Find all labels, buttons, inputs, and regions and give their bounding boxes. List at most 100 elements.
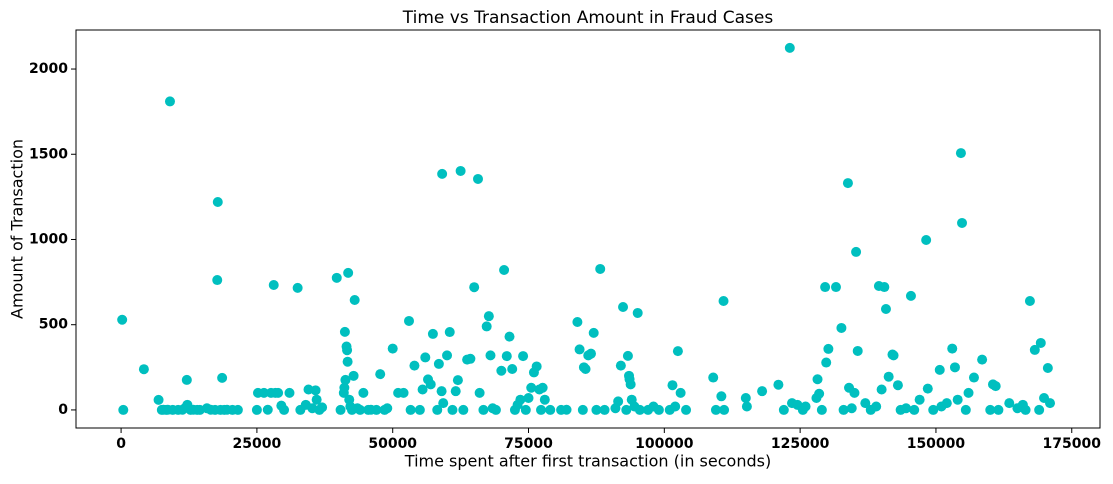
point — [1042, 363, 1053, 374]
plot-frame — [75, 29, 1101, 429]
point — [447, 404, 458, 415]
point — [474, 387, 485, 398]
point — [458, 404, 469, 415]
point — [404, 315, 415, 326]
point — [634, 404, 645, 415]
point — [342, 356, 353, 367]
point — [507, 364, 518, 375]
point — [842, 178, 853, 189]
point — [371, 404, 382, 415]
x-tick-label: 25000 — [233, 436, 282, 452]
point — [905, 290, 916, 301]
point — [450, 386, 461, 397]
point — [232, 404, 243, 415]
point — [531, 361, 542, 372]
point — [342, 345, 353, 356]
point — [496, 365, 507, 376]
point — [909, 404, 920, 415]
point — [653, 404, 664, 415]
x-tick-label: 50000 — [368, 436, 417, 452]
point — [836, 322, 847, 333]
point — [398, 387, 409, 398]
point — [681, 404, 692, 415]
x-tick-label: 75000 — [504, 436, 553, 452]
point — [472, 173, 483, 184]
point — [164, 96, 175, 107]
point — [577, 404, 588, 415]
point — [719, 404, 730, 415]
point — [536, 404, 547, 415]
point — [901, 403, 912, 414]
point — [436, 386, 447, 397]
point — [1035, 337, 1046, 348]
y-tick-label: 1500 — [29, 146, 68, 162]
point — [757, 386, 768, 397]
point — [823, 343, 834, 354]
point — [914, 394, 925, 405]
point — [740, 393, 751, 404]
point — [618, 301, 629, 312]
point — [339, 326, 350, 337]
point — [539, 394, 550, 405]
point — [615, 360, 626, 371]
point — [591, 404, 602, 415]
point — [481, 321, 492, 332]
point — [212, 196, 223, 207]
point — [478, 404, 489, 415]
point — [963, 387, 974, 398]
point — [849, 387, 860, 398]
point — [251, 404, 262, 415]
point — [613, 396, 624, 407]
point — [432, 404, 443, 415]
x-tick-label: 100000 — [635, 436, 694, 452]
point — [317, 402, 328, 413]
point — [1029, 344, 1040, 355]
point — [262, 404, 273, 415]
point — [784, 42, 795, 53]
point — [273, 387, 284, 398]
point — [871, 401, 882, 412]
point — [339, 382, 350, 393]
point — [1020, 404, 1031, 415]
point — [433, 358, 444, 369]
point — [876, 384, 887, 395]
point — [879, 282, 890, 293]
x-tick-label: 175000 — [1043, 436, 1102, 452]
point — [1045, 398, 1056, 409]
chart-title: Time vs Transaction Amount in Fraud Case… — [402, 8, 774, 28]
point — [955, 148, 966, 159]
point — [675, 387, 686, 398]
point — [452, 375, 463, 386]
point — [852, 345, 863, 356]
point — [585, 348, 596, 359]
point — [138, 364, 149, 375]
point — [672, 346, 683, 357]
point — [667, 380, 678, 391]
point — [561, 404, 572, 415]
point — [523, 393, 534, 404]
point — [621, 404, 632, 415]
point — [382, 403, 393, 414]
point — [710, 404, 721, 415]
point — [292, 282, 303, 293]
point — [718, 296, 729, 307]
point — [217, 372, 228, 383]
point — [343, 267, 354, 278]
point — [922, 383, 933, 394]
y-tick-label: 0 — [58, 402, 68, 418]
point — [515, 394, 526, 405]
point — [483, 311, 494, 322]
point — [846, 403, 857, 414]
point — [816, 404, 827, 415]
point — [499, 264, 510, 275]
point — [181, 374, 192, 385]
point — [595, 263, 606, 274]
point — [268, 279, 279, 290]
point — [437, 168, 448, 179]
point — [375, 369, 386, 380]
point — [279, 404, 290, 415]
point — [670, 401, 681, 412]
point — [625, 379, 636, 390]
y-axis-label: Amount of Transaction — [8, 139, 27, 319]
point — [993, 404, 1004, 415]
